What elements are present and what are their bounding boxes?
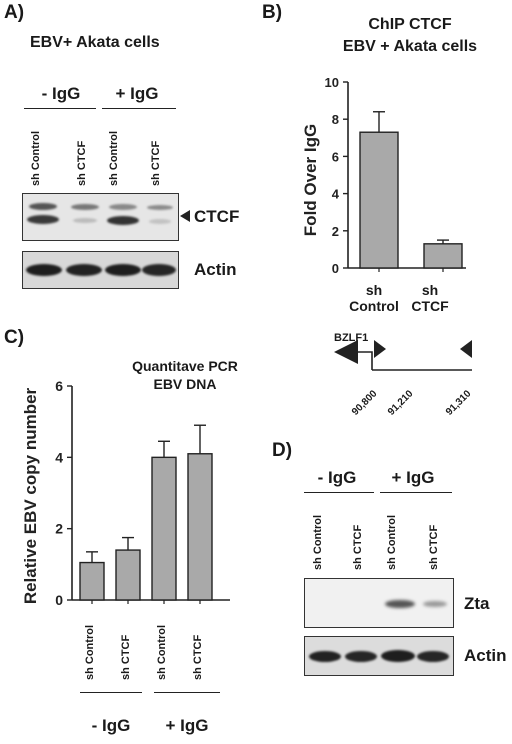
bar xyxy=(359,131,399,269)
y-tick-label: 0 xyxy=(55,592,63,608)
panel-a-group-minus-igg: - IgG xyxy=(41,84,81,103)
actin-band xyxy=(66,264,102,276)
panel-d-group-line-minus xyxy=(304,492,374,493)
ctcf-band xyxy=(109,204,137,210)
panel-a-ctcf-label: CTCF xyxy=(194,207,240,226)
bar xyxy=(79,561,105,601)
panel-d-lane-1: sh Control xyxy=(312,515,324,570)
panel-c-group-plus-igg: + IgG xyxy=(165,716,209,735)
panel-a-group-plus-igg: + IgG xyxy=(115,84,159,103)
actin-band xyxy=(417,651,449,662)
actin-band xyxy=(381,650,415,662)
y-tick-label: 2 xyxy=(332,224,339,239)
zta-band xyxy=(423,601,447,607)
ctcf-band xyxy=(71,204,99,210)
ctcf-band xyxy=(147,205,173,210)
ctcf-band xyxy=(73,218,97,223)
panel-c-group-minus-igg: - IgG xyxy=(91,716,131,735)
y-axis-label: Relative EBV copy number xyxy=(21,387,40,604)
panel-b-xlabel-1: sh Control xyxy=(334,282,414,314)
actin-band xyxy=(105,264,141,276)
panel-a-ctcf-arrow-icon xyxy=(180,210,190,222)
panel-d-zta-blot xyxy=(304,578,454,628)
y-tick-label: 4 xyxy=(332,187,340,202)
panel-c-group-line-minus xyxy=(80,692,142,693)
y-tick-label: 8 xyxy=(332,112,339,127)
panel-b-xlabel-2: sh CTCF xyxy=(390,282,470,314)
y-tick-label: 4 xyxy=(55,449,63,465)
panel-a-group-line-minus xyxy=(24,108,96,109)
panel-d-group-minus-igg: - IgG xyxy=(317,468,357,487)
ctcf-band xyxy=(149,219,171,224)
panel-c-lane-3: sh Control xyxy=(156,625,168,680)
panel-d-lane-4: sh CTCF xyxy=(428,524,440,570)
ctcf-band xyxy=(107,216,139,225)
ctcf-band xyxy=(29,203,57,210)
panel-b-xlabel-1-line1: sh xyxy=(365,282,383,298)
panel-b-title-line1: ChIP CTCF xyxy=(368,16,452,33)
panel-d-lane-2: sh CTCF xyxy=(352,524,364,570)
panel-d-group-line-plus xyxy=(380,492,452,493)
y-tick-label: 0 xyxy=(332,261,339,276)
panel-b-xlabel-2-line2: CTCF xyxy=(411,298,449,314)
gene-name-label: BZLF1 xyxy=(334,332,369,344)
y-axis-label: Fold Over IgG xyxy=(301,124,320,236)
panel-d-actin-label: Actin xyxy=(464,646,507,665)
panel-a-ctcf-blot xyxy=(22,193,179,241)
y-tick-label: 2 xyxy=(55,521,63,537)
panel-c-title-line2: EBV DNA xyxy=(153,376,217,392)
panel-c-lane-4: sh CTCF xyxy=(192,634,204,680)
y-tick-label: 6 xyxy=(332,149,339,164)
panel-a-group-line-plus xyxy=(102,108,176,109)
actin-band xyxy=(345,651,377,662)
panel-c-title-line1: Quantitave PCR xyxy=(132,358,238,374)
actin-band xyxy=(26,264,62,276)
panel-d-group-plus-igg: + IgG xyxy=(391,468,435,487)
panel-d-actin-blot xyxy=(304,636,454,676)
bar xyxy=(187,453,213,601)
panel-d-lane-3: sh Control xyxy=(386,515,398,570)
panel-d-label: D) xyxy=(272,440,293,461)
panel-b-xlabel-1-line2: Control xyxy=(349,298,399,314)
actin-band xyxy=(309,651,341,662)
panel-b-title-line2: EBV + Akata cells xyxy=(342,38,478,55)
panel-a-label: A) xyxy=(4,2,25,23)
y-tick-label: 6 xyxy=(55,378,63,394)
panel-a-actin-label: Actin xyxy=(194,260,237,279)
zta-band xyxy=(385,600,415,608)
panel-c-lane-1: sh Control xyxy=(84,625,96,680)
panel-b-xlabel-2-line1: sh xyxy=(421,282,439,298)
panel-c-lane-2: sh CTCF xyxy=(120,634,132,680)
panel-a-title: EBV+ Akata cells xyxy=(30,34,160,51)
panel-a-actin-blot xyxy=(22,251,179,289)
actin-band xyxy=(142,264,176,276)
panel-c-group-line-plus xyxy=(154,692,220,693)
bar xyxy=(115,549,141,601)
bar xyxy=(151,456,177,601)
y-tick-label: 10 xyxy=(325,75,339,90)
panel-b-label: B) xyxy=(262,2,283,23)
panel-d-zta-label: Zta xyxy=(464,594,490,613)
ctcf-band xyxy=(27,215,59,224)
panel-c-label: C) xyxy=(4,327,25,348)
